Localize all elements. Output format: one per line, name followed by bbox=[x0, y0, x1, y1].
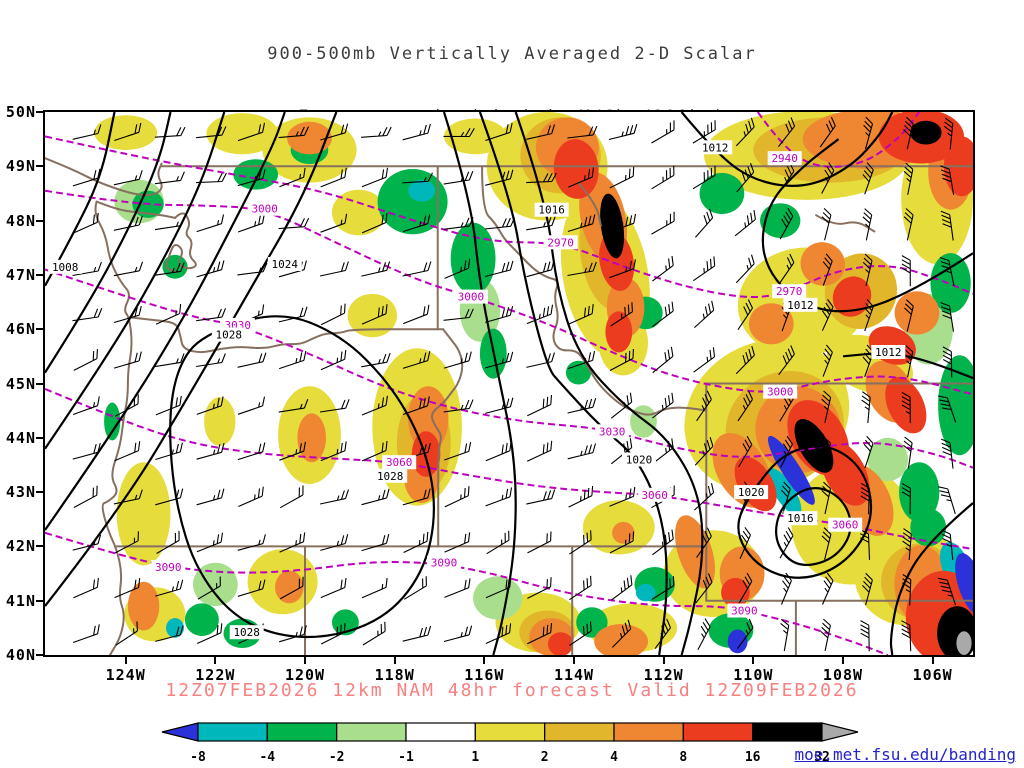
lat-tick-label: 42N bbox=[5, 537, 36, 556]
lon-tick-mark bbox=[483, 657, 486, 664]
lat-tick-label: 40N bbox=[5, 646, 36, 664]
lat-tick-mark bbox=[36, 599, 43, 602]
lon-tick-label: 122W bbox=[195, 666, 236, 684]
lat-tick-label: 41N bbox=[5, 591, 36, 610]
lon-tick-mark bbox=[662, 657, 665, 664]
lon-tick-label: 110W bbox=[733, 666, 774, 684]
lat-tick-label: 46N bbox=[5, 320, 36, 339]
svg-text:8: 8 bbox=[679, 750, 687, 765]
svg-text:3000: 3000 bbox=[767, 386, 794, 399]
lon-tick-mark bbox=[304, 657, 307, 664]
colorbar-legend: -8 -4 -2 -1 1 2 4 8 16 32 bbox=[161, 722, 859, 765]
svg-text:32: 32 bbox=[814, 750, 830, 765]
lon-tick-mark bbox=[752, 657, 755, 664]
lon-tick-label: 108W bbox=[822, 666, 864, 684]
lat-tick-mark bbox=[36, 654, 43, 656]
svg-text:1024: 1024 bbox=[272, 258, 299, 271]
contour-labels-layer: 2940297029703000300030003030303030603060… bbox=[48, 140, 906, 640]
svg-text:2: 2 bbox=[541, 750, 549, 765]
svg-text:3090: 3090 bbox=[731, 605, 758, 618]
svg-text:2970: 2970 bbox=[776, 285, 803, 298]
svg-text:1028: 1028 bbox=[233, 626, 260, 639]
lon-tick-label: 116W bbox=[464, 666, 505, 684]
svg-text:1008: 1008 bbox=[52, 261, 78, 274]
svg-text:1: 1 bbox=[471, 750, 479, 765]
lon-tick-mark bbox=[841, 657, 844, 664]
lon-tick-label: 114W bbox=[553, 666, 595, 684]
svg-text:3060: 3060 bbox=[386, 456, 413, 469]
svg-text:16: 16 bbox=[745, 750, 761, 765]
svg-text:1020: 1020 bbox=[738, 486, 765, 499]
forecast-info-text: 12Z07FEB2026 12km NAM 48hr forecast Vali… bbox=[165, 680, 859, 701]
svg-text:3060: 3060 bbox=[641, 489, 668, 502]
lon-tick-label: 120W bbox=[284, 666, 326, 684]
lon-tick-label: 124W bbox=[105, 666, 146, 684]
lat-tick-mark bbox=[36, 491, 43, 494]
svg-text:2970: 2970 bbox=[547, 236, 574, 249]
shaded-frontogenesis-regions bbox=[94, 112, 973, 655]
lat-tick-mark bbox=[36, 219, 43, 222]
lon-tick-mark bbox=[124, 657, 127, 664]
lat-tick-mark bbox=[36, 545, 43, 548]
svg-text:3090: 3090 bbox=[155, 561, 182, 574]
lon-tick-mark bbox=[931, 657, 934, 664]
svg-text:1020: 1020 bbox=[626, 454, 653, 467]
svg-text:1012: 1012 bbox=[787, 299, 814, 312]
svg-text:1016: 1016 bbox=[538, 204, 565, 217]
svg-text:-8: -8 bbox=[190, 750, 206, 765]
lon-tick-label: 118W bbox=[374, 666, 415, 684]
frontogenesis-map: 2940297029703000300030003030303030603060… bbox=[45, 112, 973, 655]
map-frame: 2940 2970 2970 3000 3000 3000 3030 3030 3060 3060… bbox=[43, 110, 975, 657]
lat-tick-mark bbox=[36, 273, 43, 276]
lon-tick-mark bbox=[214, 657, 217, 664]
lat-tick-mark bbox=[36, 382, 43, 385]
svg-text:3000: 3000 bbox=[458, 291, 485, 304]
svg-text:3000: 3000 bbox=[251, 203, 278, 216]
svg-text:2940: 2940 bbox=[771, 152, 798, 165]
lat-tick-mark bbox=[36, 165, 43, 168]
svg-text:1028: 1028 bbox=[216, 329, 243, 342]
title-line-1: 900-500mb Vertically Averaged 2-D Scalar bbox=[267, 44, 757, 64]
lon-tick-label: 106W bbox=[912, 666, 953, 684]
svg-text:4: 4 bbox=[610, 750, 618, 765]
svg-text:1012: 1012 bbox=[875, 346, 902, 359]
lat-tick-mark bbox=[36, 111, 43, 113]
svg-text:1012: 1012 bbox=[702, 141, 729, 154]
lat-tick-mark bbox=[36, 328, 43, 331]
svg-text:3090: 3090 bbox=[431, 557, 458, 570]
svg-text:-4: -4 bbox=[259, 750, 275, 765]
svg-text:-2: -2 bbox=[329, 750, 345, 765]
state-borders-layer bbox=[45, 157, 973, 655]
lon-tick-mark bbox=[393, 657, 396, 664]
lat-tick-label: 48N bbox=[5, 211, 36, 230]
svg-text:-1: -1 bbox=[398, 750, 414, 765]
site-url-link[interactable]: moe.met.fsu.edu/banding bbox=[794, 745, 1016, 764]
svg-text:1028: 1028 bbox=[377, 470, 404, 483]
svg-text:1016: 1016 bbox=[787, 512, 814, 525]
lat-tick-label: 43N bbox=[5, 483, 36, 502]
lat-tick-mark bbox=[36, 436, 43, 439]
lon-tick-label: 112W bbox=[643, 666, 684, 684]
wind-barbs-layer bbox=[72, 116, 957, 652]
lon-tick-mark bbox=[573, 657, 575, 664]
lat-tick-label: 44N bbox=[5, 428, 36, 447]
svg-text:3030: 3030 bbox=[599, 425, 626, 438]
lat-tick-label: 50N bbox=[5, 103, 36, 121]
lat-tick-label: 45N bbox=[5, 374, 36, 393]
svg-text:3060: 3060 bbox=[832, 519, 859, 532]
lat-tick-label: 49N bbox=[5, 157, 36, 176]
lat-tick-label: 47N bbox=[5, 265, 36, 284]
